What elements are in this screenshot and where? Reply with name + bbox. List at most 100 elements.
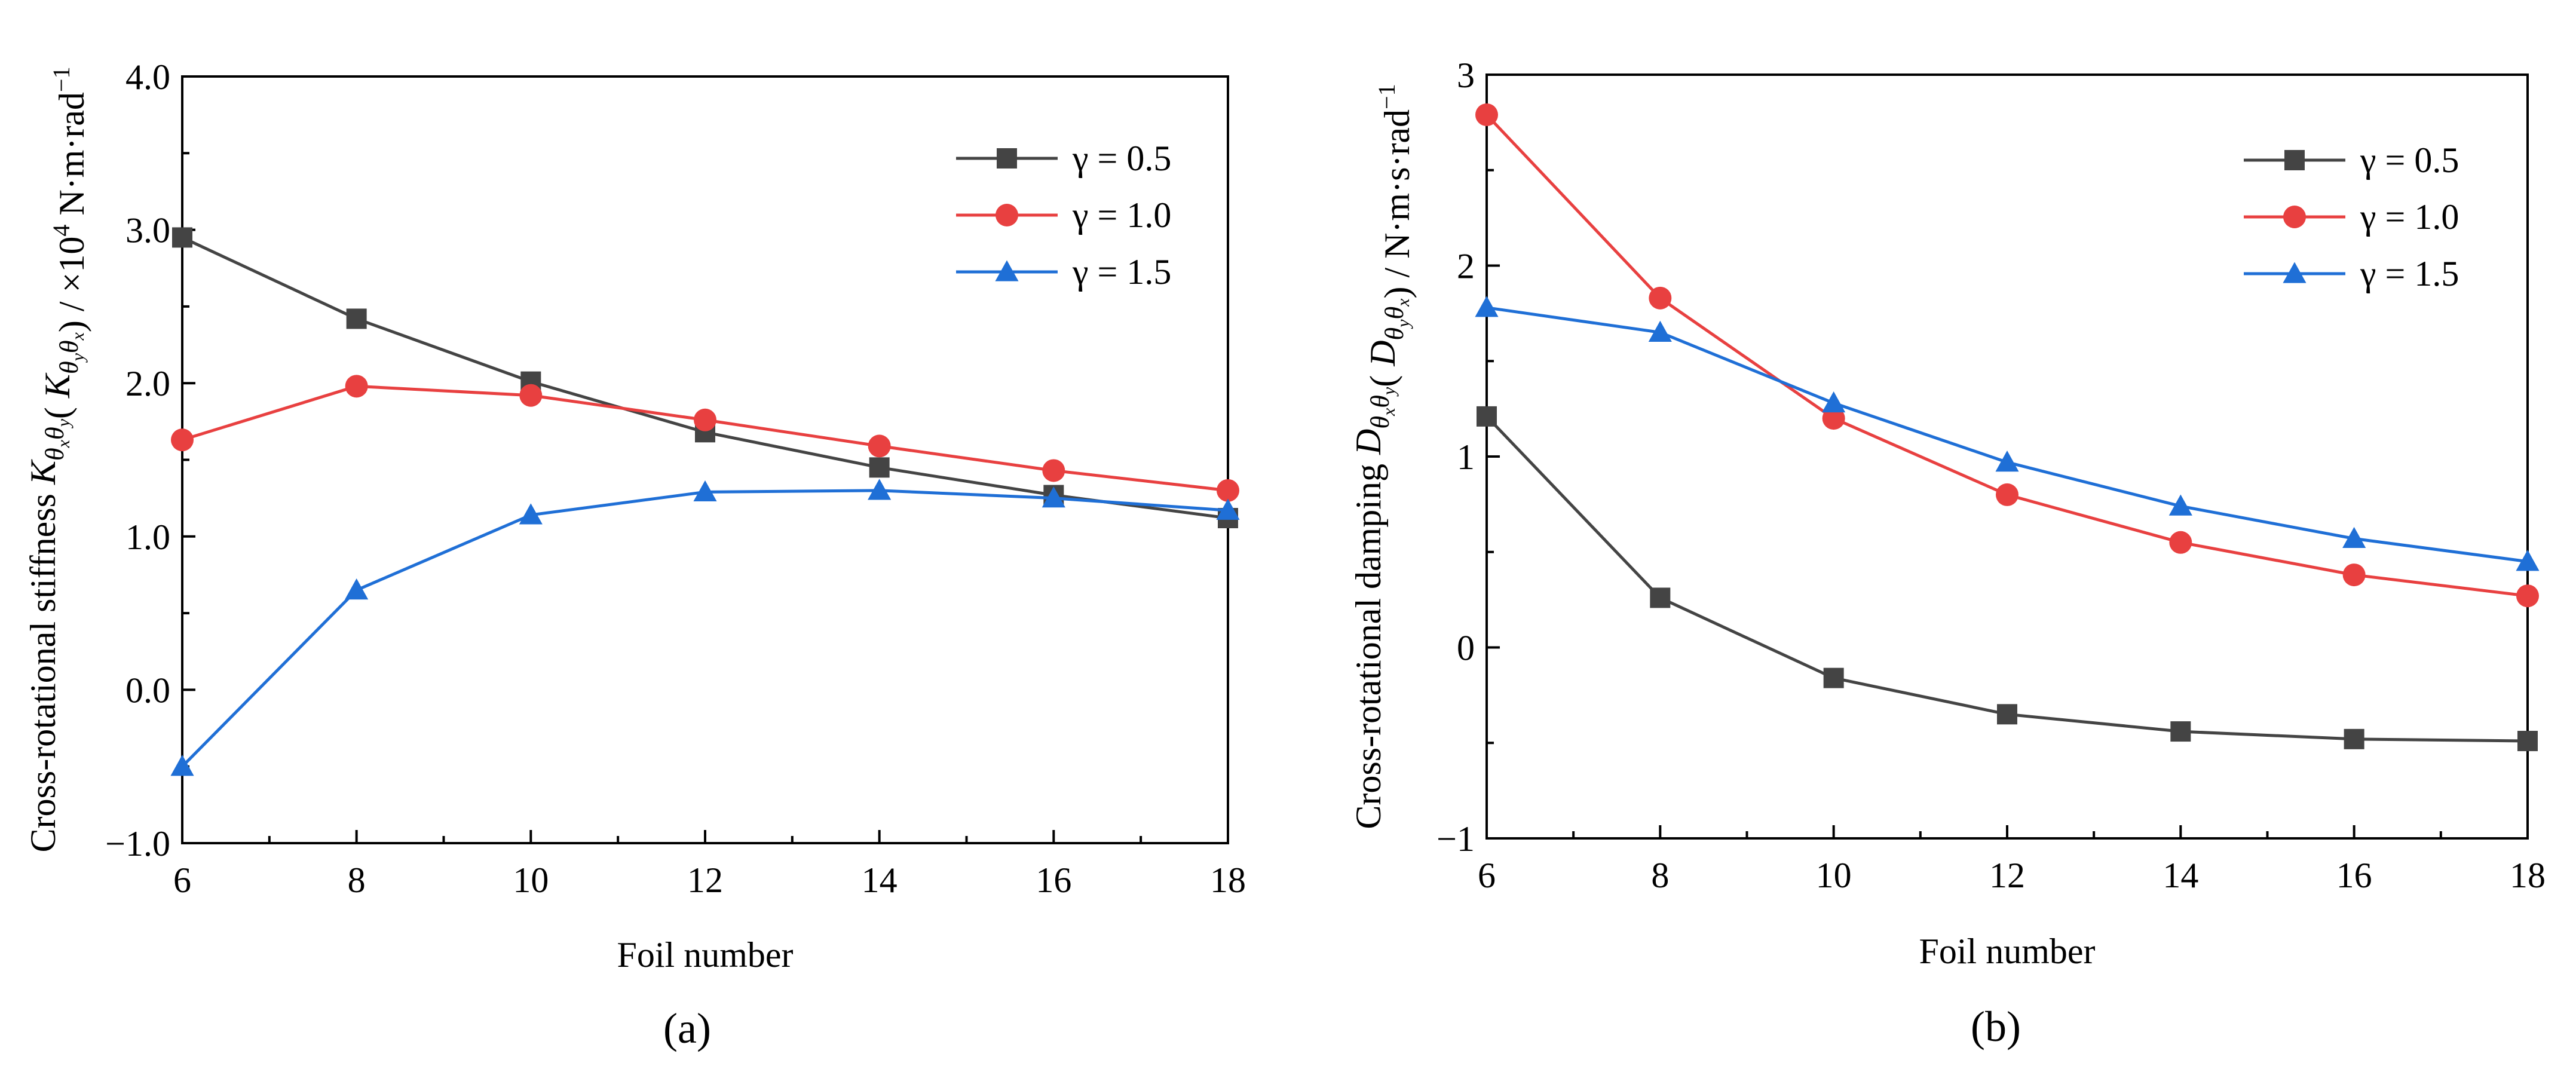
data-point (693, 480, 717, 502)
data-point (171, 428, 194, 452)
series-line (1486, 306, 2528, 563)
legend-label: γ = 1.0 (2360, 197, 2459, 237)
legend-marker (2284, 150, 2305, 170)
x-tick-label: 18 (2510, 856, 2546, 895)
x-tick-label: 10 (513, 860, 549, 900)
legend-marker (995, 260, 1019, 281)
data-point (345, 578, 369, 600)
y-tick-label: 3 (1457, 56, 1475, 95)
y-axis-title-a: Cross-rotational stiffness Kθxθy( Kθyθx)… (23, 67, 91, 853)
series-line (181, 489, 1229, 768)
plot-frame-a (181, 75, 1229, 844)
data-point (1042, 459, 1065, 482)
data-point (1475, 296, 1499, 317)
series-circle (171, 375, 1239, 502)
panel-label-a: (a) (663, 1004, 711, 1052)
x-axis-title-a: Foil number (617, 935, 794, 975)
legend-marker (2283, 206, 2306, 228)
x-tick-label: 10 (1816, 856, 1852, 895)
y-tick-label: −1.0 (105, 824, 170, 863)
data-point (2169, 531, 2192, 554)
series-square (1477, 406, 2538, 752)
data-point (170, 755, 194, 776)
x-tick-label: 14 (2163, 856, 2198, 895)
data-point (869, 457, 890, 478)
data-point (1648, 320, 1672, 342)
data-point (694, 408, 716, 431)
panel-label-b: (b) (1971, 1003, 2021, 1050)
legend-label: γ = 0.5 (1072, 139, 1171, 178)
legend-b: γ = 0.5 γ = 1.0 γ = 1.5 (2244, 140, 2459, 293)
legend-item: γ = 1.5 (2244, 254, 2459, 293)
data-point (868, 434, 891, 458)
data-point (1217, 479, 1239, 502)
data-point (1216, 498, 1240, 520)
x-tick-label: 6 (1478, 856, 1496, 895)
legend-marker (2283, 262, 2307, 283)
data-point (1477, 406, 1497, 427)
x-tick-label: 12 (1989, 856, 2025, 895)
y-tick-label: 2 (1457, 247, 1475, 286)
y-tick-label: 2.0 (125, 364, 170, 403)
x-axis-a: 6 8 10 12 14 16 18 (173, 830, 1246, 900)
data-point (519, 503, 543, 525)
legend-marker (997, 148, 1017, 169)
legend-label: γ = 0.5 (2360, 140, 2459, 180)
series-line (181, 236, 1229, 520)
series-triangle (170, 479, 1240, 776)
x-tick-label: 12 (687, 860, 723, 900)
data-point (2516, 584, 2539, 608)
x-tick-label: 6 (173, 860, 191, 900)
data-point (1822, 407, 1845, 430)
legend-item: γ = 1.0 (2244, 197, 2459, 237)
legend-marker (996, 204, 1018, 226)
x-tick-label: 16 (1036, 860, 1071, 900)
chart-panel-a: 6 8 10 12 14 16 18 −1.0 0.0 1.0 2.0 3.0 4.0 γ = 0.5… (23, 57, 1246, 1052)
y-tick-label: 1.0 (125, 517, 170, 557)
data-point (868, 479, 892, 500)
y-axis-a: −1.0 0.0 1.0 2.0 3.0 4.0 (105, 57, 195, 863)
y-tick-label: −1 (1436, 819, 1475, 859)
data-point (172, 227, 192, 248)
data-point (1649, 286, 1672, 310)
data-point (2168, 494, 2192, 516)
x-tick-label: 8 (1651, 856, 1669, 895)
data-point (2344, 728, 2364, 749)
x-axis-b: 6 8 10 12 14 16 18 (1478, 825, 2546, 895)
x-tick-label: 16 (2336, 856, 2372, 895)
data-point (1823, 667, 1844, 688)
legend-item: γ = 1.0 (956, 195, 1171, 235)
y-tick-label: 3.0 (125, 211, 170, 250)
series-circle (1475, 103, 2539, 608)
data-point (2516, 550, 2540, 571)
data-point (2517, 731, 2538, 752)
data-point (2342, 563, 2366, 587)
data-point (519, 384, 543, 407)
y-tick-label: 1 (1457, 437, 1475, 477)
series-group-b (1475, 103, 2540, 752)
x-tick-label: 14 (862, 860, 898, 900)
y-tick-label: 4.0 (125, 57, 170, 97)
data-point (1997, 704, 2017, 725)
series-triangle (1475, 296, 2540, 571)
data-point (1042, 486, 1065, 508)
data-point (2170, 721, 2191, 742)
data-point (2342, 526, 2366, 549)
legend-item: γ = 0.5 (2244, 140, 2459, 180)
series-group-a (170, 227, 1240, 776)
data-point (346, 308, 367, 329)
y-tick-label: 0.0 (125, 670, 170, 710)
legend-item: γ = 1.5 (956, 252, 1171, 292)
data-point (1996, 483, 2018, 506)
data-point (1995, 451, 2019, 472)
data-point (345, 375, 368, 398)
x-axis-title-b: Foil number (1919, 932, 2096, 971)
legend-a: γ = 0.5 γ = 1.0 γ = 1.5 (956, 139, 1171, 292)
data-point (1475, 103, 1498, 127)
x-tick-label: 18 (1210, 860, 1246, 900)
legend-label: γ = 1.0 (1072, 195, 1171, 235)
data-point (1650, 587, 1671, 608)
legend-label: γ = 1.5 (1072, 252, 1171, 292)
legend-label: γ = 1.5 (2360, 254, 2459, 293)
